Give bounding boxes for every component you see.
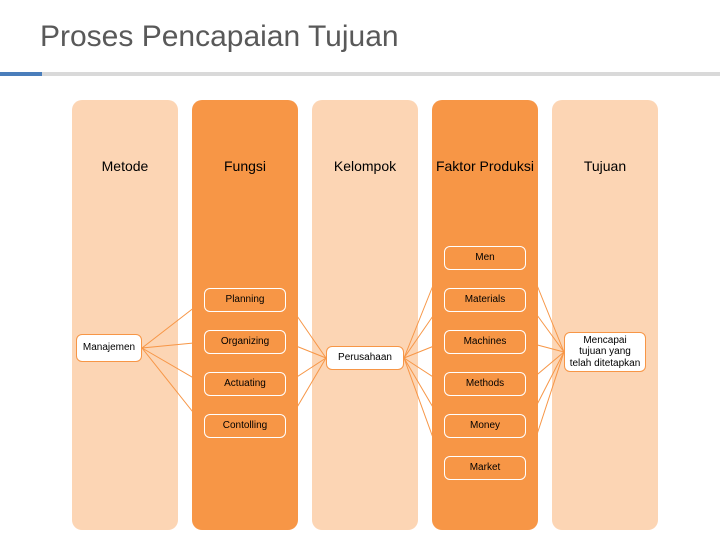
node-contolling: Contolling xyxy=(204,414,286,438)
node-money: Money xyxy=(444,414,526,438)
pillar-label: Tujuan xyxy=(584,158,626,175)
node-market: Market xyxy=(444,456,526,480)
node-planning: Planning xyxy=(204,288,286,312)
node-actuating: Actuating xyxy=(204,372,286,396)
pillar-4: Tujuan xyxy=(552,100,658,530)
node-machines: Machines xyxy=(444,330,526,354)
node-methods: Methods xyxy=(444,372,526,396)
pillar-label: Fungsi xyxy=(224,158,266,175)
page-title: Proses Pencapaian Tujuan xyxy=(40,20,399,54)
pillar-0: Metode xyxy=(72,100,178,530)
accent-bar xyxy=(0,72,720,76)
pillar-label: Metode xyxy=(102,158,149,175)
node-materials: Materials xyxy=(444,288,526,312)
accent-bar-left xyxy=(0,72,42,76)
pillar-1: Fungsi xyxy=(192,100,298,530)
pillar-label: Kelompok xyxy=(334,158,396,175)
pillar-label: Faktor Produksi xyxy=(436,158,534,175)
node-perusahaan: Perusahaan xyxy=(326,346,404,370)
node-men: Men xyxy=(444,246,526,270)
pillar-2: Kelompok xyxy=(312,100,418,530)
node-manajemen: Manajemen xyxy=(76,334,142,362)
node-organizing: Organizing xyxy=(204,330,286,354)
node-mencapai: Mencapai tujuan yang telah ditetapkan xyxy=(564,332,646,372)
